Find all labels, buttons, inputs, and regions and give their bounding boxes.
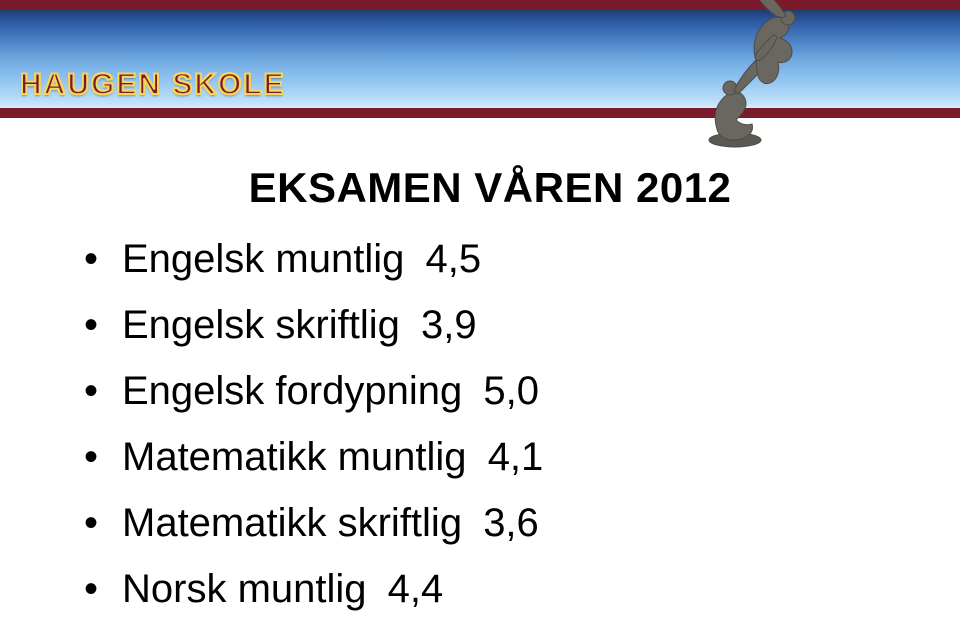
slide-content: EKSAMEN VÅREN 2012 Engelsk muntlig 4,5 E… [0,118,960,622]
sculpture-image [660,0,810,152]
list-item: Matematikk skriftlig 3,6 [80,490,900,556]
list-item: Engelsk skriftlig 3,9 [80,292,900,358]
list-item: Norsk muntlig 4,4 [80,556,900,622]
banner-stripe-top [0,0,960,10]
list-item: Matematikk muntlig 4,1 [80,424,900,490]
result-label: Engelsk fordypning [122,369,462,413]
result-label: Norsk muntlig [122,567,367,611]
result-label: Matematikk muntlig [122,435,467,479]
result-value: 4,1 [488,435,544,479]
school-logo-text: HAUGEN SKOLE [20,68,286,102]
result-label: Engelsk muntlig [122,237,404,281]
result-label: Engelsk skriftlig [122,303,400,347]
list-item: Engelsk muntlig 4,5 [80,226,900,292]
results-list: Engelsk muntlig 4,5 Engelsk skriftlig 3,… [80,226,900,622]
result-value: 5,0 [483,369,539,413]
list-item: Engelsk fordypning 5,0 [80,358,900,424]
result-value: 4,5 [426,237,482,281]
result-value: 3,9 [421,303,477,347]
result-value: 3,6 [483,501,539,545]
banner-stripe-bottom [0,108,960,118]
header-banner: HAUGEN SKOLE [0,0,960,118]
slide-title: EKSAMEN VÅREN 2012 [80,164,900,212]
result-value: 4,4 [388,567,444,611]
result-label: Matematikk skriftlig [122,501,462,545]
